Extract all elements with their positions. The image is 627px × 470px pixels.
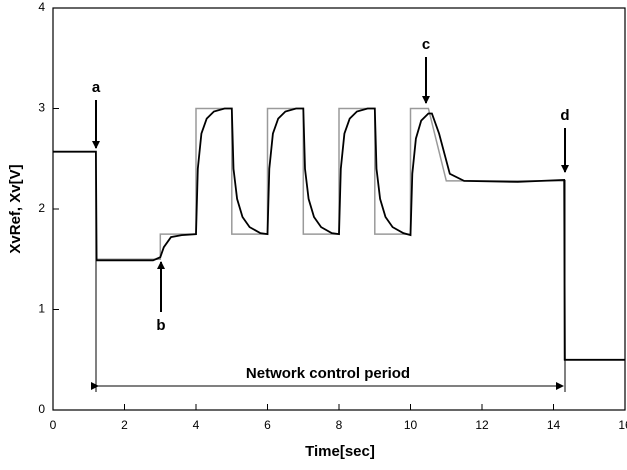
x-tick-label: 4 [193,418,200,432]
annotation: a [92,79,101,96]
y-tick-label: 3 [38,101,45,115]
x-tick-label: 8 [336,418,343,432]
series-line [53,107,625,361]
x-tick-label: 10 [404,418,418,432]
annotation: d [560,107,569,124]
x-tick-label: 12 [475,418,489,432]
x-tick-label: 14 [547,418,561,432]
y-axis-label: XvRef, Xv[V] [7,164,24,253]
y-tick-label: 1 [38,302,45,316]
x-tick-label: 2 [121,418,128,432]
x-tick-label: 6 [264,418,271,432]
period-label: Network control period [246,365,410,382]
x-tick-label: 16 [618,418,627,432]
y-tick-label: 2 [38,201,45,215]
annotation: b [156,317,165,334]
annotation: c [422,36,430,53]
x-tick-label: 0 [50,418,57,432]
x-axis-label: Time[sec] [305,443,375,460]
y-tick-label: 4 [38,0,45,14]
y-tick-label: 0 [38,402,45,416]
series-line [53,107,625,361]
